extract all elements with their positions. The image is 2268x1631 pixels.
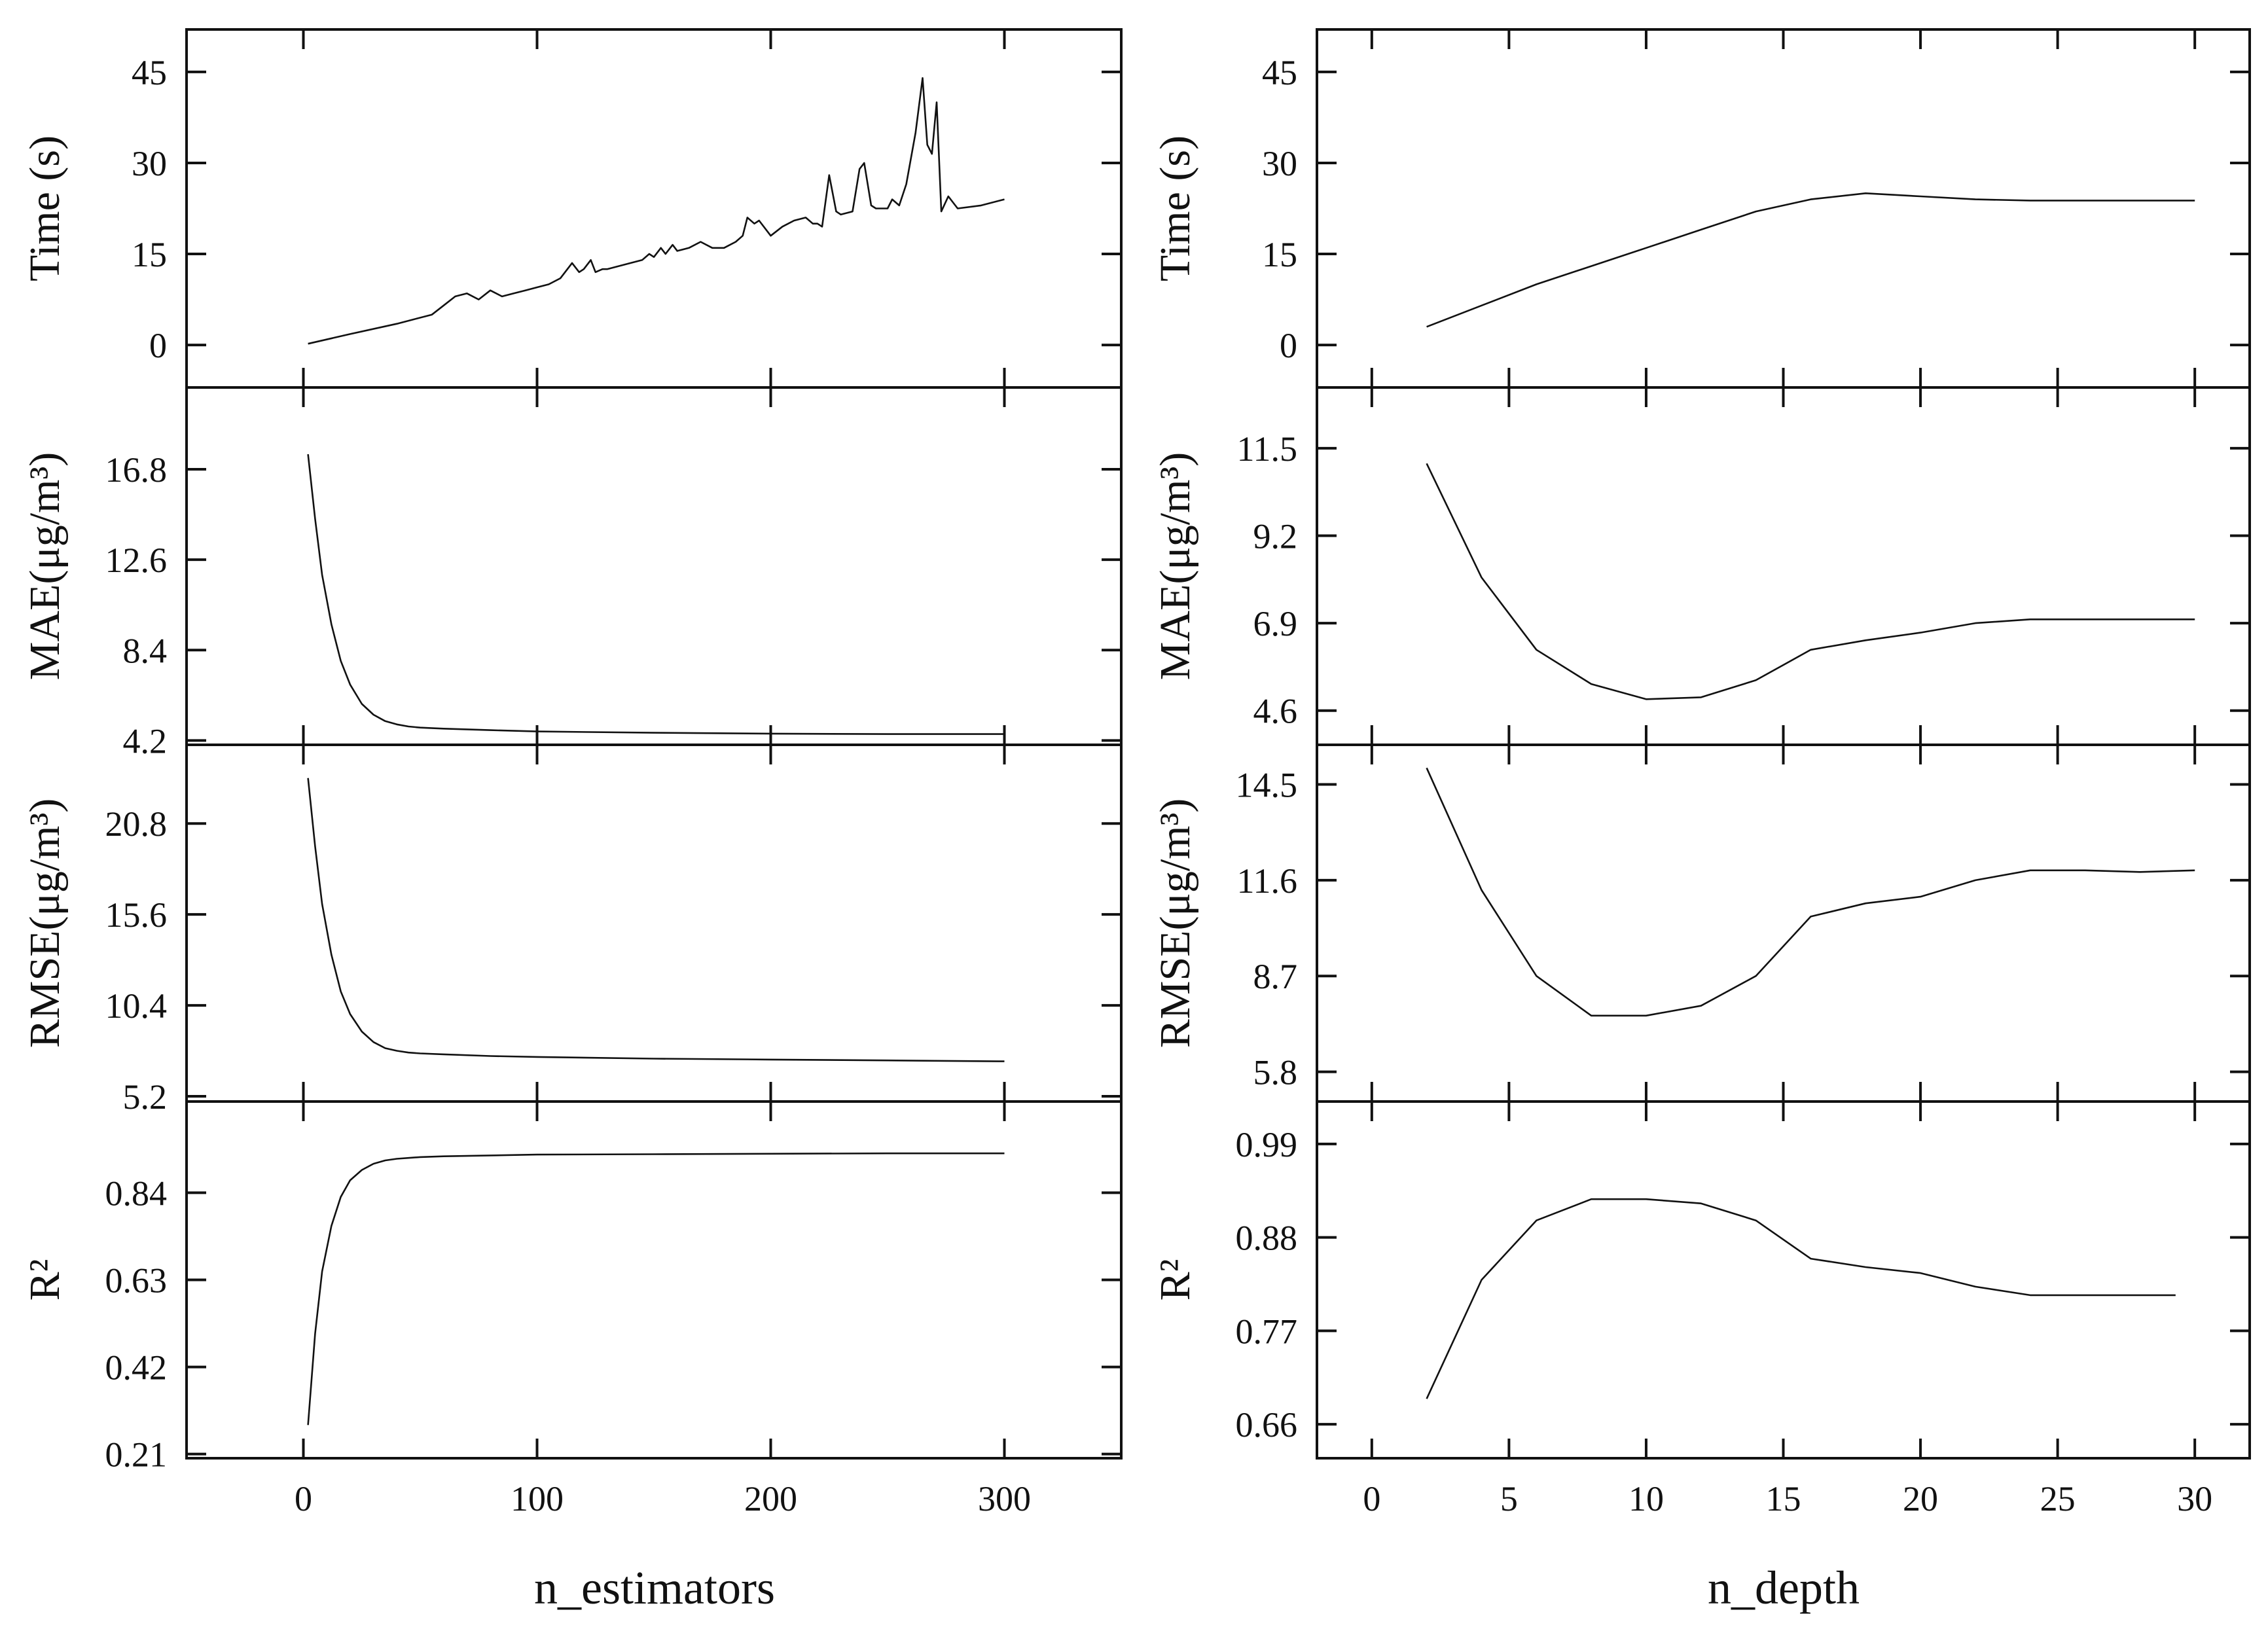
left-panel-rmse: 5.2 10.4 15.6 20.8 RMSE(μg/m³)	[21, 744, 1123, 1117]
left-time-ytick-label: 45	[132, 53, 167, 92]
right-mae-series-line	[1426, 463, 2195, 700]
right-time-series-line	[1426, 192, 2195, 328]
right-rmse-ytick-label: 5.8	[1253, 1053, 1298, 1092]
left-time-ytick-label: 30	[132, 144, 167, 183]
left-xtick-label: 0	[295, 1479, 312, 1518]
left-rmse-ytick-label: 5.2	[123, 1077, 168, 1117]
right-xtick-label: 20	[1903, 1479, 1938, 1518]
right-xtick-label: 0	[1363, 1479, 1380, 1518]
right-time-ytick-label: 0	[1280, 326, 1297, 365]
right-xtick-label: 10	[1629, 1479, 1664, 1518]
right-rmse-y-axis-title: RMSE(μg/m³)	[1151, 798, 1199, 1048]
right-mae-ytick-label: 6.9	[1253, 604, 1298, 643]
right-panel-r2: 0.66 0.77 0.88 0.99 R²	[1151, 1100, 2251, 1460]
left-r2-ytick-label: 0.21	[105, 1435, 168, 1475]
left-mae-series-line	[307, 454, 1005, 735]
left-rmse-ytick-label: 20.8	[105, 804, 168, 844]
left-rmse-ytick-label: 15.6	[105, 895, 168, 935]
left-rmse-series-line	[307, 778, 1005, 1062]
right-rmse-series-line	[1426, 767, 2195, 1017]
left-panel-time: 0 15 30 45 Time (s)	[21, 28, 1123, 389]
left-time-ytick-label: 0	[149, 326, 167, 365]
right-r2-series-line	[1426, 1198, 2176, 1399]
right-xtick-label: 30	[2177, 1479, 2212, 1518]
left-r2-ytick-label: 0.42	[105, 1348, 168, 1388]
right-rmse-ytick-label: 8.7	[1253, 957, 1298, 996]
right-panel-rmse: 5.8 8.7 11.6 14.5 RMSE(μg/m³)	[1151, 744, 2251, 1103]
left-rmse-y-axis-title: RMSE(μg/m³)	[21, 798, 69, 1048]
right-r2-ytick-label: 0.66	[1236, 1405, 1298, 1444]
left-column-charts: n_estimators 0 15 30 45 Time (s) 4.2 8.4 12.6 16…	[21, 28, 1123, 1614]
right-r2-ytick-label: 0.99	[1236, 1125, 1298, 1164]
left-panel-r2: 0.21 0.42 0.63 0.84 R²	[21, 1100, 1123, 1475]
right-panel-mae: 4.6 6.9 9.2 11.5 MAE(μg/m³)	[1151, 386, 2251, 746]
right-time-ytick-label: 30	[1262, 144, 1297, 183]
left-r2-ytick-label: 0.84	[105, 1174, 168, 1213]
right-xtick-label: 5	[1500, 1479, 1518, 1518]
left-x-axis-title: n_estimators	[534, 1562, 775, 1614]
left-xtick-label: 200	[744, 1479, 797, 1518]
right-rmse-ytick-label: 11.6	[1237, 861, 1298, 901]
left-time-series-line	[308, 77, 1005, 345]
left-mae-ytick-label: 12.6	[105, 541, 168, 580]
left-r2-series-line	[307, 1152, 1005, 1425]
left-r2-ytick-label: 0.63	[105, 1261, 168, 1300]
right-time-ytick-label: 45	[1262, 53, 1297, 92]
left-time-y-axis-title: Time (s)	[21, 135, 69, 281]
left-rmse-ytick-label: 10.4	[105, 986, 168, 1026]
right-mae-ytick-label: 4.6	[1253, 692, 1298, 731]
left-r2-y-axis-title: R²	[21, 1259, 69, 1301]
left-panel-mae: 4.2 8.4 12.6 16.8 MAE(μg/m³)	[21, 386, 1123, 761]
right-xtick-label: 25	[2040, 1479, 2076, 1518]
right-mae-y-axis-title: MAE(μg/m³)	[1151, 452, 1199, 680]
right-r2-ytick-label: 0.88	[1236, 1219, 1298, 1258]
right-rmse-ytick-label: 14.5	[1236, 766, 1298, 805]
left-mae-ytick-label: 8.4	[123, 631, 168, 670]
right-x-axis-title: n_depth	[1708, 1562, 1860, 1614]
right-xtick-label: 15	[1766, 1479, 1801, 1518]
right-r2-ytick-label: 0.77	[1236, 1312, 1298, 1351]
right-mae-ytick-label: 11.5	[1237, 429, 1298, 469]
left-time-ytick-label: 15	[132, 235, 167, 274]
left-xtick-label: 300	[978, 1479, 1031, 1518]
left-mae-ytick-label: 4.2	[123, 721, 168, 761]
left-mae-ytick-label: 16.8	[105, 450, 168, 490]
right-time-y-axis-title: Time (s)	[1151, 135, 1199, 281]
right-time-ytick-label: 15	[1262, 235, 1297, 274]
left-xtick-label: 100	[511, 1479, 564, 1518]
right-r2-y-axis-title: R²	[1151, 1259, 1199, 1301]
right-column-charts: n_depth 0 15 30 45 Time (s) 4.6 6.9 9.2 11.5 MAE(…	[1151, 28, 2251, 1614]
right-mae-ytick-label: 9.2	[1253, 517, 1298, 556]
left-mae-y-axis-title: MAE(μg/m³)	[21, 452, 69, 680]
